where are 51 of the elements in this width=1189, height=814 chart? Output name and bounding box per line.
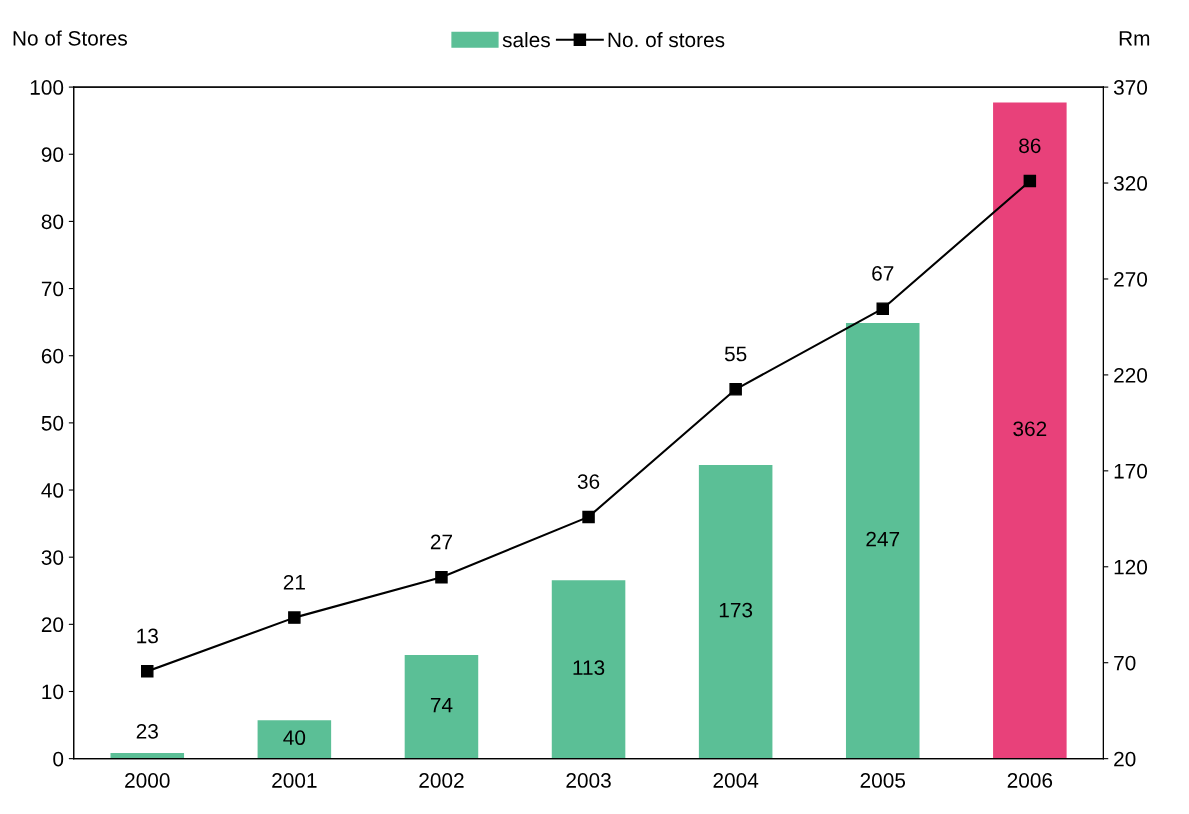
point [582, 510, 595, 524]
x-tick-label: 2003 [566, 773, 611, 788]
point [141, 665, 154, 678]
data-label: 23 [136, 723, 158, 739]
y2-tick-label: 170 [1114, 463, 1148, 479]
y-tick-label: 30 [41, 550, 64, 565]
data-label: 36 [577, 474, 600, 489]
y-tick-label: 10 [42, 684, 64, 700]
data-label: 74 [430, 697, 453, 713]
x-tick-label: 2000 [125, 773, 170, 788]
y-tick-label: 0 [53, 751, 64, 767]
data-label: 55 [724, 346, 747, 362]
point [288, 611, 301, 624]
y2-tick-label: 370 [1113, 80, 1148, 95]
y-tick-label: 70 [41, 281, 64, 297]
y2-tick-label: 20 [1114, 751, 1136, 767]
data-label: 21 [283, 574, 305, 590]
y-axis-title: No of Stores [13, 30, 127, 46]
data-label: 173 [719, 602, 753, 618]
data-label: 362 [1013, 421, 1047, 437]
x-tick-label: 2005 [860, 773, 906, 788]
point [1023, 174, 1037, 188]
y-tick-label: 40 [41, 483, 64, 498]
y-tick-label: 20 [41, 617, 64, 633]
x-tick-label: 2004 [713, 773, 759, 788]
point [435, 571, 448, 584]
y2-tick-label: 270 [1114, 271, 1148, 287]
data-label: 67 [872, 265, 894, 281]
data-label: 27 [430, 534, 452, 550]
y-tick-label: 50 [41, 415, 64, 431]
data-label: 247 [866, 531, 900, 547]
y2-axis-title: Rm [1119, 31, 1150, 46]
y2-tick-label: 220 [1114, 367, 1148, 383]
y2-tick-label: 320 [1113, 176, 1148, 191]
data-label: 113 [573, 660, 605, 676]
x-tick-label: 2002 [419, 773, 464, 788]
legend-label: No. of stores [608, 32, 725, 48]
y2-tick-label: 120 [1114, 559, 1148, 575]
y-tick-label: 90 [41, 147, 64, 163]
data-label: 40 [283, 730, 306, 746]
y-tick-label: 100 [30, 80, 64, 95]
y-tick-label: 60 [41, 348, 64, 364]
data-label: 86 [1019, 138, 1041, 154]
point [729, 383, 742, 396]
x-tick-label: 2001 [272, 773, 317, 788]
x-tick-label: 2006 [1007, 773, 1053, 788]
y2-tick-label: 70 [1114, 655, 1136, 671]
data-label: 13 [137, 628, 158, 644]
legend-label: sales [502, 31, 550, 48]
y-tick-label: 80 [41, 214, 64, 230]
point [876, 302, 889, 315]
